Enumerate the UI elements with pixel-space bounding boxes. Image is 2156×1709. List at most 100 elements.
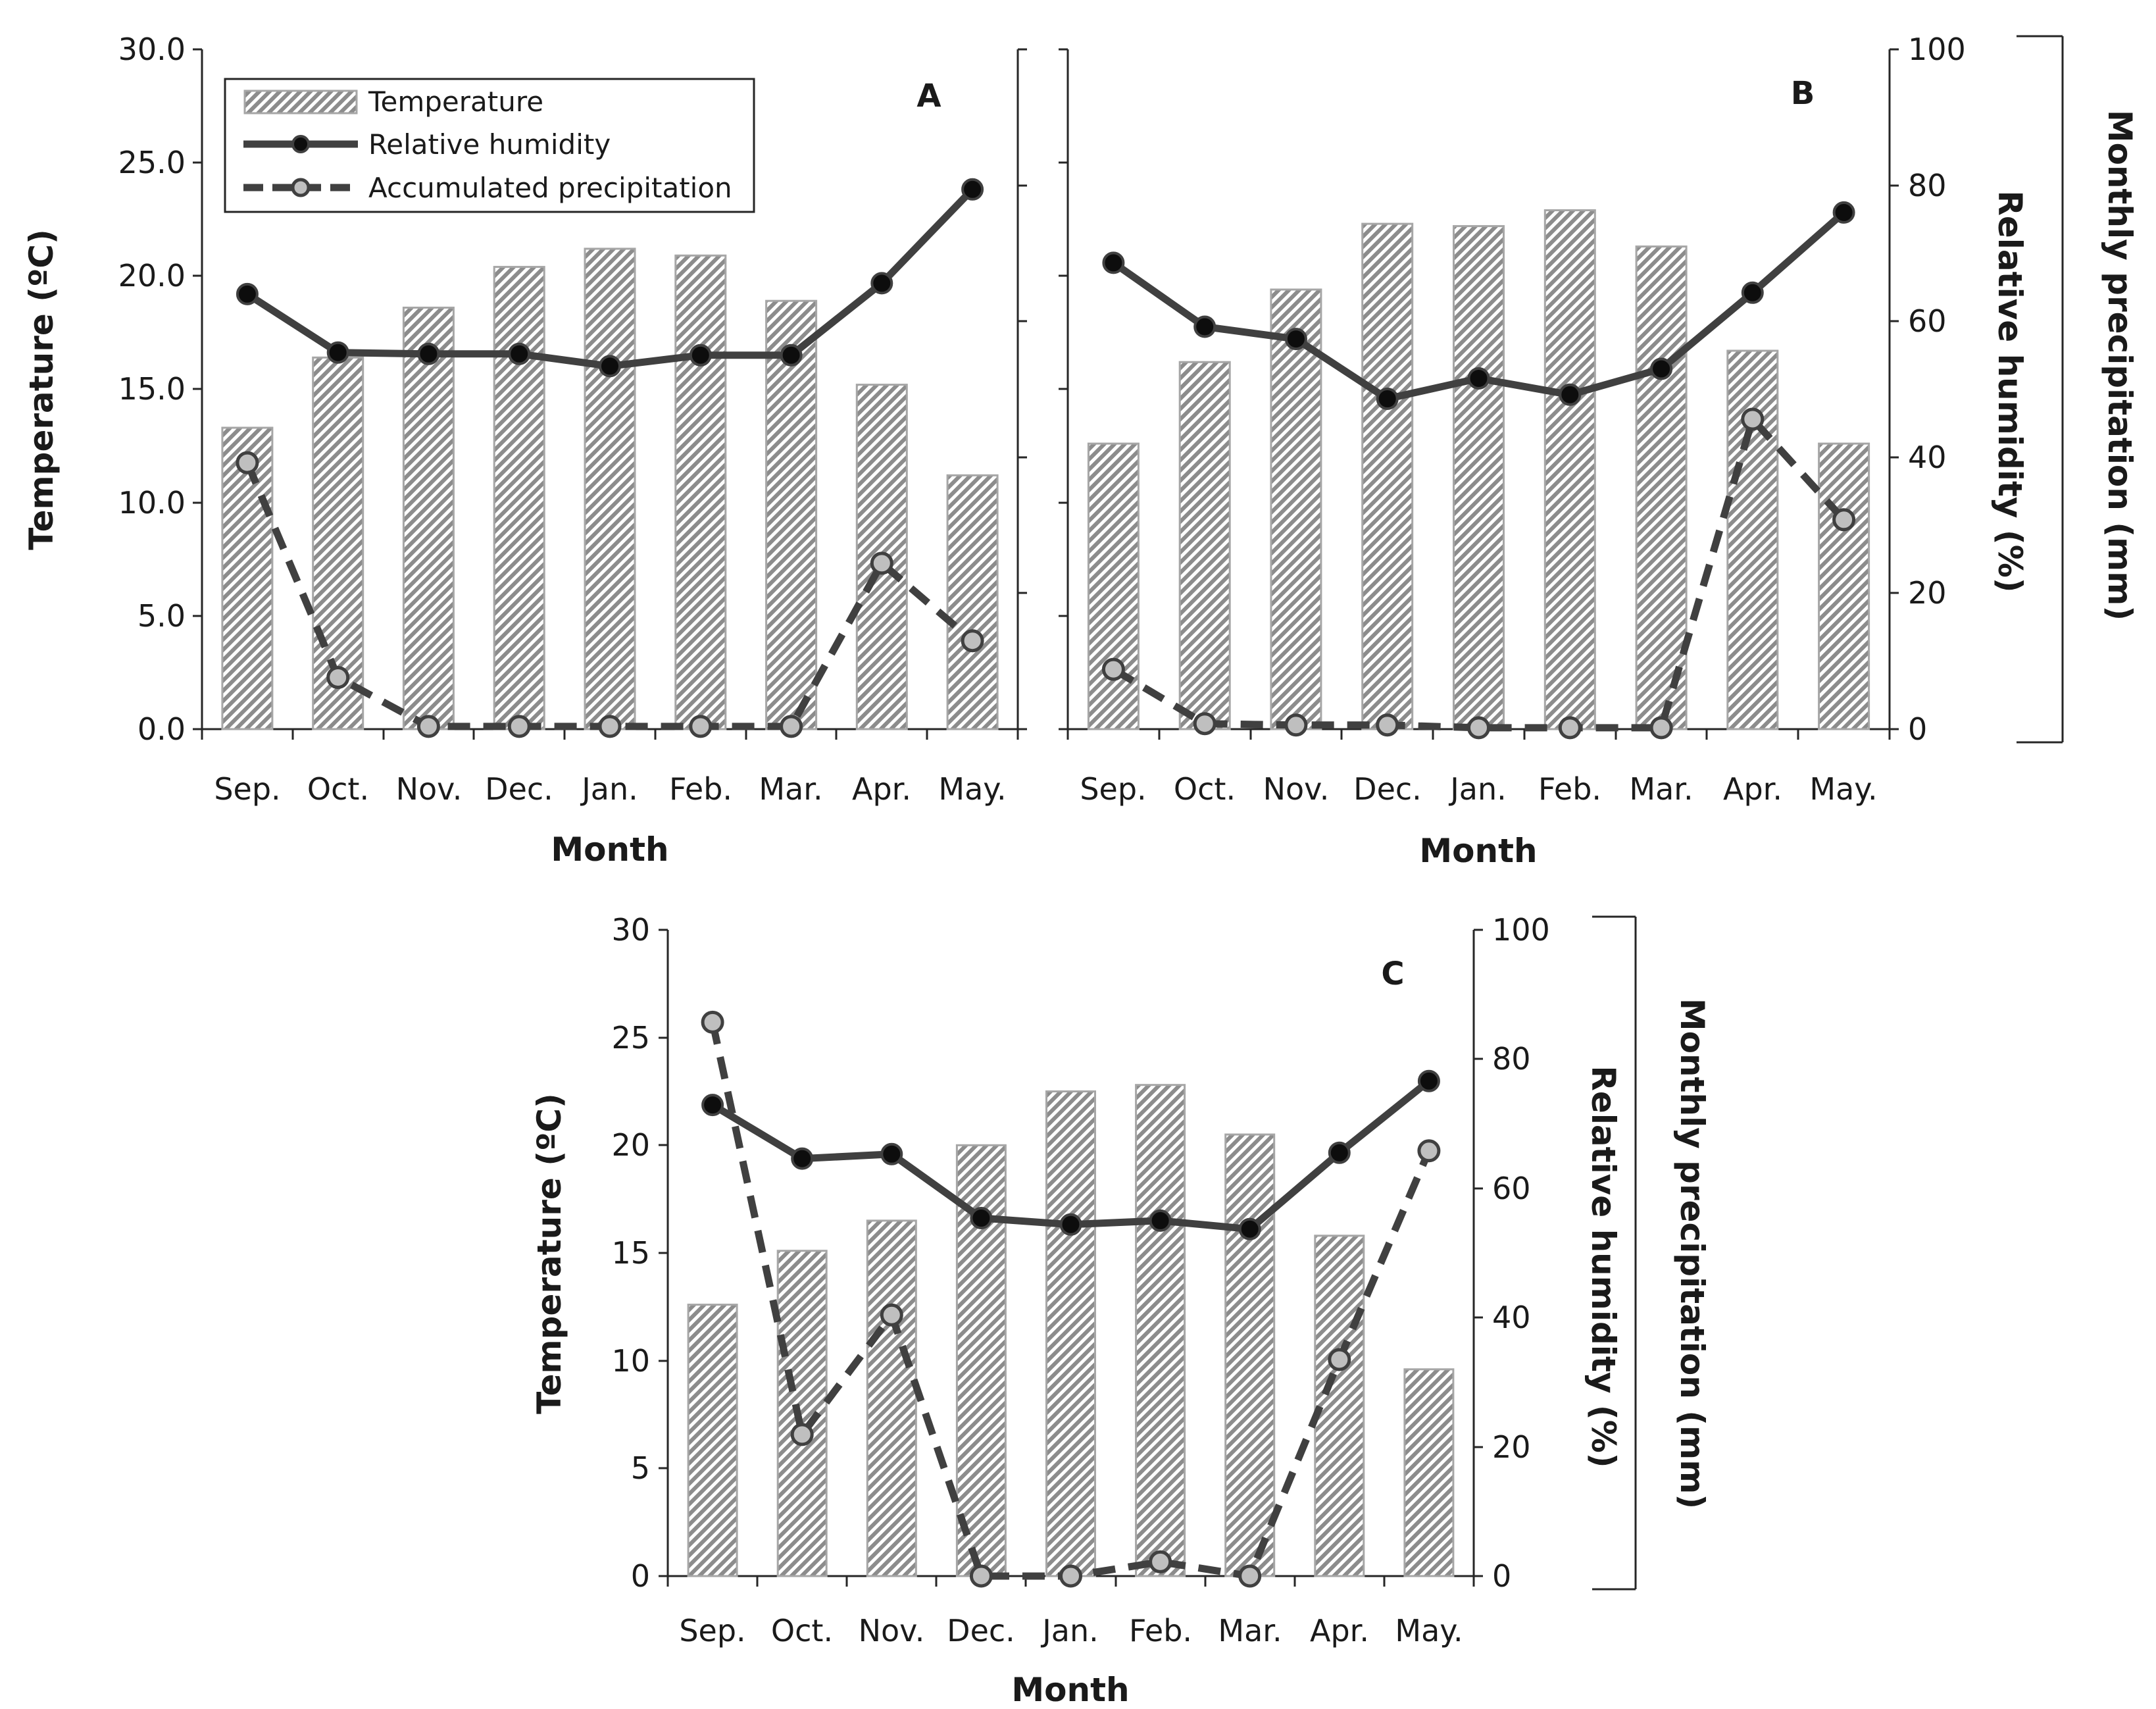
panel-c-x-tick: Nov. <box>859 1613 925 1648</box>
panel-a-humidity-point <box>236 282 259 305</box>
panel-b-x-tick: Sep. <box>1080 771 1146 807</box>
panel-b-humidity-axis-title: Relative humidity (%) <box>1991 190 2029 592</box>
panel-c-y-tick: 5 <box>631 1450 650 1486</box>
panel-b-x-tick: Jan. <box>1448 771 1507 807</box>
panel-b-precipitation-point <box>1741 407 1765 431</box>
panel-a-x-tick: Feb. <box>669 771 732 807</box>
panel-c-y2-tick: 20 <box>1492 1429 1531 1465</box>
panel-c-humidity-point <box>970 1207 993 1229</box>
panel-a-humidity-point <box>689 344 712 367</box>
panel-b-right-axis: 0 20 40 60 80 100 <box>1888 32 1966 747</box>
legend-precipitation-label: Accumulated precipitation <box>368 172 732 204</box>
panel-c-x-tick: Feb. <box>1129 1613 1192 1648</box>
panel-b-letter: B <box>1791 75 1815 112</box>
panel-a-y-tick: 15.0 <box>118 371 186 407</box>
panel-c-y-tick: 0 <box>631 1558 650 1594</box>
panel-c-temperature-bar <box>1135 1084 1186 1577</box>
panel-a-temperature-bar <box>946 474 999 730</box>
panel-c-precipitation-point <box>969 1564 993 1588</box>
panel-c-plot <box>687 1010 1455 1588</box>
panel-c-temperature-bar <box>687 1304 738 1577</box>
panel-a-humidity-point <box>961 178 984 201</box>
panel-c-temperature-bar <box>866 1219 917 1577</box>
panel-a-y-axis: 0.0 5.0 10.0 15.0 20.0 25.0 30.0 <box>118 32 203 747</box>
panel-a-precipitation-point <box>961 629 984 653</box>
panel-c-precipitation-point <box>1238 1564 1262 1588</box>
panel-c-precipitation-point <box>1328 1348 1351 1371</box>
panel-c-humidity-point <box>880 1142 903 1165</box>
panel-b-precipitation-point <box>1832 508 1856 532</box>
panel-a-humidity-point <box>870 272 893 295</box>
panel-b-humidity-point <box>1284 328 1307 351</box>
panel-b-x-tick: Apr. <box>1723 771 1782 807</box>
panel-b-y2-tick: 80 <box>1908 168 1947 203</box>
panel-c-precipitation-point <box>1059 1564 1082 1588</box>
panel-a-temperature-bar <box>493 266 545 730</box>
panel-a-x-tick: Nov. <box>396 771 463 807</box>
panel-b-temperature-bar <box>1635 245 1688 730</box>
panel-c-x-tick: Oct. <box>771 1613 833 1648</box>
panel-b-precipitation-point <box>1101 657 1125 681</box>
panel-b-x-tick: Feb. <box>1538 771 1601 807</box>
panel-a-humidity-point <box>417 342 440 365</box>
panel-c-x-axis: Sep. Oct. Nov. Dec. Jan. Feb. Mar. Apr. … <box>666 1575 1475 1648</box>
panel-b-x-tick: Mar. <box>1629 771 1693 807</box>
legend-precipitation-marker <box>291 178 311 197</box>
panel-b-temperature-bar <box>1543 209 1596 730</box>
panel-a-y-tick: 5.0 <box>138 598 186 634</box>
panel-a-precipitation-point <box>780 715 803 738</box>
panel-a-x-tick: Apr. <box>852 771 911 807</box>
panel-b-temperature-bar <box>1087 442 1140 730</box>
panel-c-precipitation-point <box>880 1303 903 1327</box>
panel-b-humidity-point <box>1832 201 1855 224</box>
panel-a-y-tick: 30.0 <box>118 32 186 67</box>
legend-temperature-label: Temperature <box>368 86 543 118</box>
panel-a: 0.0 5.0 10.0 15.0 20.0 25.0 30.0 <box>22 32 1027 869</box>
panel-b-x-tick: Oct. <box>1174 771 1236 807</box>
panel-a-x-tick: Oct. <box>307 771 369 807</box>
panel-b-humidity-point <box>1376 388 1399 410</box>
panel-a-precipitation-point <box>598 715 622 738</box>
panel-a-precipitation-point <box>416 715 440 738</box>
panel-b-humidity-point <box>1559 383 1582 406</box>
panel-a-x-tick: Mar. <box>759 771 822 807</box>
panel-b-humidity-point <box>1102 251 1125 274</box>
panel-b-humidity-point <box>1467 367 1490 390</box>
panel-c-y-tick: 25 <box>611 1020 650 1056</box>
panel-a-y-tick: 20.0 <box>118 258 186 293</box>
panel-c-temperature-bar <box>1045 1090 1096 1577</box>
panel-c-x-axis-title: Month <box>1011 1671 1129 1709</box>
panel-c-right-axis: 0 20 40 60 80 100 <box>1472 912 1550 1594</box>
legend-humidity-label: Relative humidity <box>368 128 611 161</box>
panel-c: 0 5 10 15 20 25 30 Temperature (ºC) 0 20… <box>530 912 1711 1709</box>
panel-a-right-axis <box>1016 48 1027 730</box>
panel-c-temperature-bar <box>776 1250 828 1577</box>
panel-c-y-tick: 10 <box>611 1343 650 1379</box>
panel-c-humidity-point <box>1328 1141 1351 1164</box>
panel-a-y-axis-title: Temperature (ºC) <box>22 229 61 550</box>
panel-c-x-tick: Sep. <box>679 1613 745 1648</box>
panel-b-temperature-bar <box>1270 288 1322 730</box>
panel-c-precipitation-point <box>701 1010 724 1034</box>
panel-b-x-tick: Dec. <box>1353 771 1422 807</box>
panel-a-temperature-bar <box>221 426 274 730</box>
panel-a-humidity-point <box>508 342 531 365</box>
panel-c-y2-tick: 80 <box>1492 1041 1531 1077</box>
panel-c-precipitation-axis-title: Monthly precipitation (mm) <box>1673 998 1711 1509</box>
panel-b-precipitation-point <box>1467 716 1490 740</box>
panel-b-temperature-bar <box>1361 222 1414 730</box>
panel-b-x-tick: Nov. <box>1263 771 1330 807</box>
panel-c-temperature-bar <box>1314 1235 1365 1577</box>
panel-b-precipitation-point <box>1376 713 1399 737</box>
panel-b: 0 20 40 60 80 100 Relative humidity (%) … <box>1059 32 2139 870</box>
panel-c-precipitation-point <box>1149 1550 1172 1573</box>
panel-c-humidity-point <box>791 1147 814 1170</box>
panel-b-humidity-point <box>1650 357 1673 380</box>
panel-c-y2-tick: 60 <box>1492 1171 1531 1206</box>
legend-humidity-marker <box>291 135 310 153</box>
panel-b-precipitation-point <box>1284 713 1308 737</box>
panel-a-x-axis: Sep. Oct. Nov. Dec. Jan. Feb. Mar. Apr. … <box>201 728 1019 807</box>
panel-c-humidity-point <box>1059 1213 1082 1236</box>
panel-b-plot <box>1087 201 1870 740</box>
panel-a-precipitation-point <box>326 666 350 689</box>
